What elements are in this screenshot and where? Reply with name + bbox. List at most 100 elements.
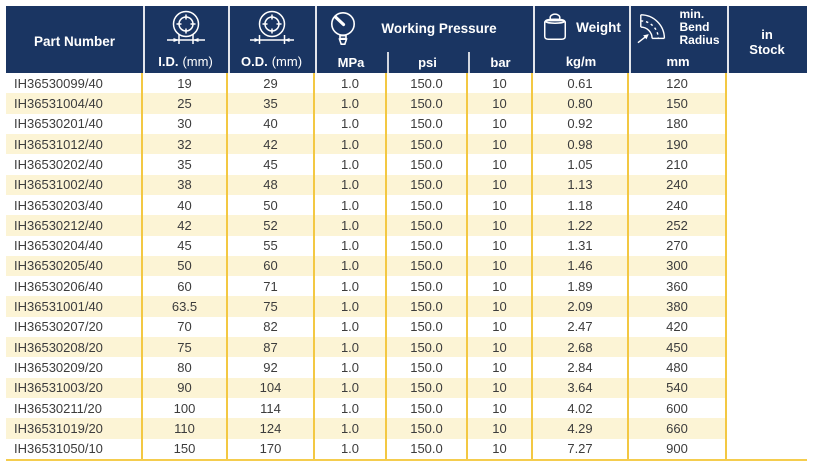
- cell-pressure-bar: 10: [468, 215, 533, 236]
- cell-pressure-bar: 10: [468, 276, 533, 297]
- cell-pressure-mpa: 1.0: [315, 154, 387, 175]
- column-header-part-number: Part Number: [6, 6, 143, 77]
- cell-part-number: IH36530099/40: [6, 73, 143, 94]
- cell-in-stock: [727, 235, 807, 256]
- cell-outer-diameter: 170: [228, 438, 315, 459]
- cell-pressure-psi: 150.0: [387, 215, 468, 236]
- cell-pressure-psi: 150.0: [387, 154, 468, 175]
- cell-pressure-mpa: 1.0: [315, 438, 387, 459]
- cell-in-stock: [727, 194, 807, 216]
- cell-weight: 2.47: [533, 316, 629, 338]
- cell-inner-diameter: 40: [143, 194, 228, 216]
- table-row: IH36530203/40 40 50 1.0 150.0 10 1.18 240: [6, 194, 807, 216]
- cell-part-number: IH36531001/40: [6, 296, 143, 317]
- cell-pressure-mpa: 1.0: [315, 113, 387, 134]
- cell-inner-diameter: 100: [143, 398, 228, 419]
- cell-pressure-bar: 10: [468, 235, 533, 256]
- table-row: IH36530099/40 19 29 1.0 150.0 10 0.61 120: [6, 73, 807, 94]
- bend-radius-icon: [636, 11, 672, 45]
- cell-outer-diameter: 55: [228, 235, 315, 256]
- cell-part-number: IH36530204/40: [6, 235, 143, 256]
- cell-pressure-psi: 150.0: [387, 255, 468, 277]
- table-row: IH36531012/40 32 42 1.0 150.0 10 0.98 190: [6, 133, 807, 155]
- table-row: IH36530206/40 60 71 1.0 150.0 10 1.89 360: [6, 276, 807, 297]
- cell-outer-diameter: 87: [228, 337, 315, 358]
- cell-pressure-mpa: 1.0: [315, 133, 387, 155]
- cell-part-number: IH36530203/40: [6, 194, 143, 216]
- table-header: Part Number I.D. (mm): [6, 6, 807, 77]
- cell-part-number: IH36531050/10: [6, 438, 143, 459]
- cell-bend-radius: 300: [629, 255, 727, 277]
- cell-outer-diameter: 52: [228, 215, 315, 236]
- cell-pressure-bar: 10: [468, 418, 533, 439]
- in-stock-label: in Stock: [749, 26, 785, 57]
- cell-inner-diameter: 45: [143, 235, 228, 256]
- column-header-in-stock: in Stock: [727, 6, 807, 77]
- table-row: IH36530201/40 30 40 1.0 150.0 10 0.92 180: [6, 113, 807, 134]
- cell-part-number: IH36530202/40: [6, 154, 143, 175]
- cell-in-stock: [727, 154, 807, 175]
- cell-bend-radius: 180: [629, 113, 727, 134]
- cell-weight: 1.46: [533, 255, 629, 277]
- cell-weight: 0.80: [533, 93, 629, 114]
- cell-in-stock: [727, 215, 807, 236]
- cell-bend-radius: 360: [629, 276, 727, 297]
- hose-spec-table: Part Number I.D. (mm): [6, 6, 807, 461]
- table-body: IH36530099/40 19 29 1.0 150.0 10 0.61 120 IH3653…: [6, 73, 807, 461]
- cell-part-number: IH36530208/20: [6, 337, 143, 358]
- outer-diameter-icon: [228, 6, 315, 49]
- cell-inner-diameter: 38: [143, 174, 228, 195]
- cell-pressure-psi: 150.0: [387, 377, 468, 398]
- cell-outer-diameter: 42: [228, 133, 315, 155]
- cell-weight: 2.68: [533, 337, 629, 358]
- cell-pressure-mpa: 1.0: [315, 377, 387, 398]
- cell-pressure-bar: 10: [468, 398, 533, 419]
- cell-inner-diameter: 32: [143, 133, 228, 155]
- cell-pressure-mpa: 1.0: [315, 398, 387, 419]
- cell-outer-diameter: 60: [228, 255, 315, 277]
- cell-outer-diameter: 29: [228, 73, 315, 94]
- cell-outer-diameter: 104: [228, 377, 315, 398]
- cell-outer-diameter: 114: [228, 398, 315, 419]
- cell-inner-diameter: 90: [143, 377, 228, 398]
- cell-weight: 4.29: [533, 418, 629, 439]
- cell-pressure-mpa: 1.0: [315, 337, 387, 358]
- cell-bend-radius: 540: [629, 377, 727, 398]
- working-pressure-title: Working Pressure: [381, 21, 497, 36]
- column-header-working-pressure: Working Pressure MPa psi bar: [315, 6, 533, 77]
- cell-pressure-bar: 10: [468, 73, 533, 94]
- cell-bend-radius: 900: [629, 438, 727, 459]
- outer-diameter-header: O.D. (mm): [228, 49, 315, 77]
- cell-pressure-psi: 150.0: [387, 93, 468, 114]
- cell-pressure-bar: 10: [468, 377, 533, 398]
- cell-pressure-psi: 150.0: [387, 235, 468, 256]
- cell-pressure-bar: 10: [468, 316, 533, 338]
- cell-part-number: IH36531012/40: [6, 133, 143, 155]
- cell-pressure-psi: 150.0: [387, 316, 468, 338]
- psi-header: psi: [387, 51, 468, 77]
- cell-part-number: IH36530209/20: [6, 357, 143, 378]
- weight-icon: [541, 12, 569, 43]
- cell-in-stock: [727, 377, 807, 398]
- cell-outer-diameter: 40: [228, 113, 315, 134]
- table-row: IH36530208/20 75 87 1.0 150.0 10 2.68 450: [6, 337, 807, 358]
- cell-part-number: IH36531002/40: [6, 174, 143, 195]
- table-row: IH36530202/40 35 45 1.0 150.0 10 1.05 210: [6, 154, 807, 175]
- cell-inner-diameter: 80: [143, 357, 228, 378]
- table-row: IH36531001/40 63.5 75 1.0 150.0 10 2.09 380: [6, 296, 807, 317]
- cell-bend-radius: 240: [629, 174, 727, 195]
- cell-bend-radius: 252: [629, 215, 727, 236]
- table-row: IH36530204/40 45 55 1.0 150.0 10 1.31 270: [6, 235, 807, 256]
- cell-bend-radius: 150: [629, 93, 727, 114]
- cell-in-stock: [727, 337, 807, 358]
- bar-header: bar: [468, 51, 533, 77]
- cell-weight: 3.64: [533, 377, 629, 398]
- cell-bend-radius: 120: [629, 73, 727, 94]
- column-header-bend-radius: min. Bend Radius mm: [629, 6, 727, 77]
- cell-inner-diameter: 50: [143, 255, 228, 277]
- cell-pressure-bar: 10: [468, 113, 533, 134]
- table-row: IH36530207/20 70 82 1.0 150.0 10 2.47 420: [6, 316, 807, 338]
- cell-outer-diameter: 82: [228, 316, 315, 338]
- column-header-inner-diameter: I.D. (mm): [143, 6, 228, 77]
- cell-in-stock: [727, 255, 807, 277]
